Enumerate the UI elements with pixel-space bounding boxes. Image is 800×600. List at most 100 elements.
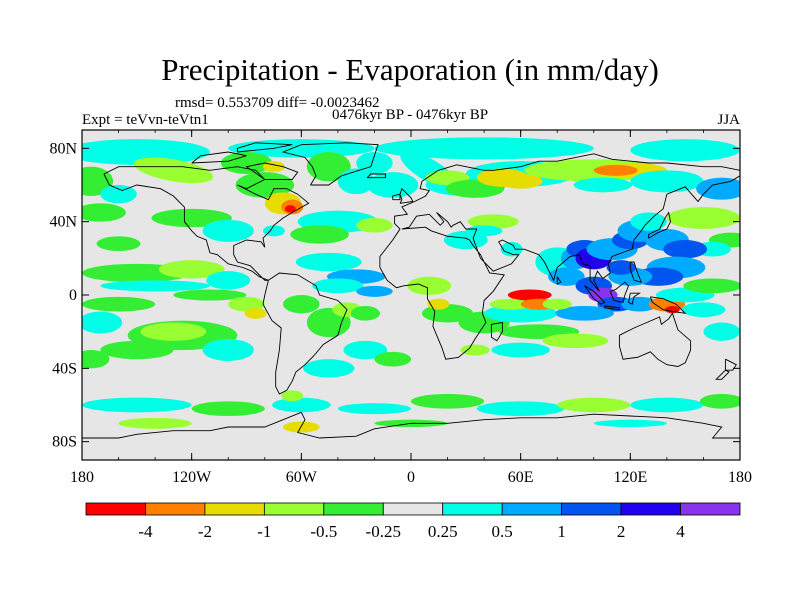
field-region bbox=[555, 306, 614, 321]
field-region bbox=[606, 260, 636, 275]
coastline bbox=[627, 292, 642, 305]
field-region bbox=[699, 394, 740, 409]
period-label: 0476kyr BP - 0476kyr BP bbox=[332, 107, 488, 123]
coastline bbox=[379, 153, 740, 360]
field-region bbox=[696, 177, 740, 200]
field-region bbox=[100, 185, 137, 204]
colorbar-label: 2 bbox=[617, 522, 626, 541]
coastline bbox=[281, 142, 379, 186]
colorbar-label: -2 bbox=[198, 522, 212, 541]
coastline bbox=[399, 187, 414, 204]
field-region bbox=[100, 340, 174, 360]
coastline bbox=[715, 369, 730, 380]
field-region bbox=[337, 168, 375, 195]
field-region bbox=[476, 401, 565, 416]
coastline bbox=[262, 272, 348, 395]
field-region bbox=[173, 289, 247, 301]
field-region bbox=[281, 390, 304, 402]
field-region bbox=[498, 174, 543, 189]
field-region bbox=[374, 351, 411, 367]
coastlines bbox=[82, 142, 740, 439]
coastline bbox=[245, 162, 299, 180]
field-region bbox=[350, 306, 380, 321]
stats-label: rmsd= 0.553709 diff= -0.0023462 bbox=[175, 95, 380, 111]
field-region bbox=[306, 152, 351, 182]
season-label: JJA bbox=[717, 112, 740, 128]
field-region bbox=[290, 225, 349, 244]
colorbar-swatch bbox=[382, 502, 444, 516]
colorbar: -4 -2 -1 -0.5 -0.25 0.25 0.5 1 2 4 bbox=[85, 502, 741, 541]
field-region bbox=[500, 241, 523, 257]
field-region bbox=[542, 298, 572, 310]
field-region bbox=[542, 333, 609, 349]
field-region bbox=[507, 289, 552, 301]
field-region bbox=[312, 278, 364, 294]
field-region bbox=[665, 306, 680, 314]
colorbar-swatch bbox=[145, 502, 206, 516]
lat-tick-label: 40N bbox=[49, 214, 77, 231]
field-region bbox=[82, 296, 156, 312]
field-region bbox=[295, 252, 362, 272]
field-region bbox=[593, 164, 638, 176]
colorbar-label: 4 bbox=[676, 522, 685, 541]
colorbar-label: -0.5 bbox=[310, 522, 337, 541]
coastline bbox=[584, 285, 606, 305]
field-region bbox=[343, 340, 388, 360]
field-region bbox=[467, 214, 519, 230]
field-region bbox=[630, 397, 704, 413]
colorbar-swatch bbox=[501, 502, 563, 516]
coastline bbox=[618, 312, 692, 367]
colorbar-swatch bbox=[561, 502, 622, 516]
pme-field bbox=[82, 137, 740, 433]
lon-tick-label: 60W bbox=[286, 469, 318, 486]
field-region bbox=[630, 170, 704, 193]
field-region bbox=[683, 278, 740, 294]
coastline bbox=[236, 142, 293, 153]
field-region bbox=[82, 203, 126, 222]
lon-tick-label: 180 bbox=[70, 469, 94, 486]
plot-title: Precipitation - Evaporation (in mm/day) bbox=[161, 52, 659, 87]
field-region bbox=[283, 295, 320, 314]
field-region bbox=[228, 296, 265, 312]
map-panel bbox=[82, 130, 740, 460]
lat-tick-label: 40S bbox=[52, 360, 77, 377]
coastline bbox=[724, 358, 737, 371]
field-region bbox=[663, 240, 708, 259]
coastline bbox=[604, 305, 620, 311]
field-region bbox=[460, 344, 490, 356]
coastline bbox=[392, 193, 401, 201]
field-region bbox=[703, 322, 740, 341]
field-region bbox=[100, 280, 210, 292]
colorbar-swatch bbox=[442, 502, 503, 516]
coastline bbox=[490, 321, 503, 342]
field-region bbox=[411, 394, 485, 409]
field-region bbox=[356, 285, 393, 297]
coastline bbox=[103, 166, 310, 281]
field-region bbox=[202, 219, 254, 242]
lon-tick-label: 0 bbox=[407, 469, 415, 486]
field-region bbox=[82, 350, 110, 369]
field-region bbox=[621, 296, 658, 312]
colorbar-swatch bbox=[323, 502, 384, 516]
field-region bbox=[427, 298, 450, 310]
coastline bbox=[649, 296, 687, 314]
field-region bbox=[681, 302, 726, 317]
field-region bbox=[557, 397, 631, 413]
field-region bbox=[491, 342, 550, 358]
field-region bbox=[220, 152, 273, 174]
field-region bbox=[407, 276, 452, 296]
colorbar-label: -0.25 bbox=[366, 522, 401, 541]
field-region bbox=[133, 157, 214, 184]
field-region bbox=[465, 225, 503, 237]
field-region bbox=[262, 225, 285, 237]
coastline bbox=[609, 281, 630, 303]
field-region bbox=[573, 177, 633, 193]
field-region bbox=[303, 359, 355, 378]
field-region bbox=[158, 260, 225, 279]
field-region bbox=[118, 417, 192, 429]
field-region bbox=[356, 218, 393, 233]
field-region bbox=[284, 205, 296, 213]
field-region bbox=[337, 403, 412, 415]
coastline bbox=[366, 173, 386, 179]
lon-tick-label: 120E bbox=[613, 469, 647, 486]
